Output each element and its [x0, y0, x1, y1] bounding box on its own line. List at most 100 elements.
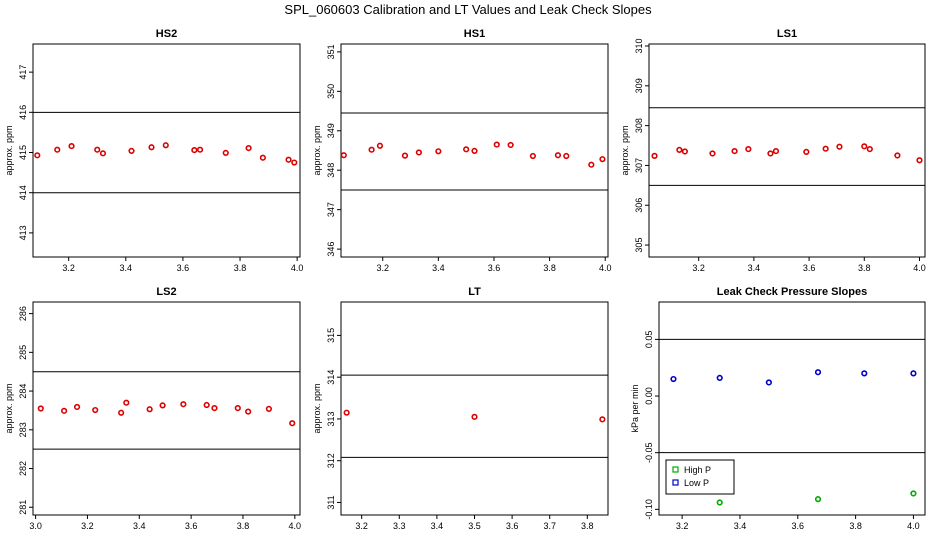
data-point	[234, 405, 241, 412]
legend-label-low-p: Low P	[684, 478, 709, 488]
data-point	[709, 150, 716, 157]
data-point	[529, 152, 537, 160]
data-point	[803, 148, 810, 155]
data-point	[159, 402, 166, 409]
plot-frame	[340, 43, 609, 258]
x-tick-label: 3.8	[849, 521, 862, 531]
x-tick-label: 3.6	[803, 263, 816, 273]
x-tick-label: 3.4	[432, 263, 445, 273]
data-point	[245, 144, 252, 152]
data-point	[180, 401, 187, 408]
data-point	[343, 409, 350, 416]
x-tick-label: 3.7	[543, 521, 556, 531]
y-axis-label: approx. ppm	[4, 125, 14, 175]
data-point	[463, 146, 470, 153]
data-point	[916, 157, 923, 164]
data-point	[146, 406, 153, 413]
y-tick-label: 349	[326, 123, 336, 138]
data-point	[767, 150, 774, 157]
data-point	[563, 152, 570, 160]
data-point	[211, 405, 218, 412]
y-tick-label: 315	[326, 328, 336, 343]
x-tick-label: 3.8	[543, 263, 556, 273]
data-point	[291, 159, 298, 166]
data-point	[471, 413, 478, 420]
data-point	[651, 152, 658, 159]
panel-hs1: HS1 3.2 3.4 3.6 3.8 4.0 346 347 348 349 350 351 appr…	[312, 28, 611, 273]
y-tick-label: 0.00	[644, 387, 654, 405]
x-tick-label: 3.4	[120, 263, 133, 273]
data-point	[162, 142, 169, 149]
data-point	[368, 146, 375, 153]
legend-marker-low-p	[672, 479, 679, 486]
data-point-low-p	[814, 369, 822, 376]
data-point	[92, 406, 99, 414]
x-tick-label: 4.0	[599, 263, 612, 273]
plot-frame	[648, 43, 926, 258]
y-axis-label: approx. ppm	[312, 125, 322, 175]
data-point	[191, 146, 198, 154]
data-point-low-p	[910, 370, 917, 377]
y-tick-label: 309	[634, 78, 644, 93]
data-point	[376, 142, 384, 149]
data-point	[99, 150, 107, 157]
x-tick-label: 3.8	[581, 521, 594, 531]
y-axis-label: approx. ppm	[312, 383, 322, 433]
y-tick-label: 312	[326, 453, 336, 468]
panel-ls1: LS1 3.2 3.4 3.6 3.8 4.0 305 306 307 308 309 310 appr…	[620, 28, 926, 273]
x-tick-label: 3.2	[355, 521, 368, 531]
legend-marker-high-p	[672, 466, 679, 473]
data-point	[285, 156, 292, 163]
y-axis-label: kPa per min	[630, 384, 640, 432]
y-tick-label: 0.05	[644, 331, 654, 349]
panel-hs2: HS2 3.2 3.4 3.6 3.8 4.0 413 414 415 416 417 approx.…	[4, 28, 303, 273]
data-point-high-p	[716, 499, 723, 506]
data-point	[245, 408, 252, 415]
y-tick-label: 308	[634, 118, 644, 133]
data-point	[493, 141, 500, 148]
data-point-low-p	[716, 374, 723, 382]
data-point	[203, 401, 210, 409]
data-point	[148, 144, 155, 151]
chart-panels: HS2 3.2 3.4 3.6 3.8 4.0 413 414 415 416 417 approx.…	[4, 28, 926, 531]
panel-title: HS1	[464, 28, 485, 40]
y-axis-label: approx. ppm	[620, 125, 630, 175]
data-point	[681, 148, 688, 155]
data-point	[836, 143, 843, 150]
x-tick-label: 3.6	[506, 521, 519, 531]
data-point	[61, 407, 68, 414]
panel-ls2: LS2 3.0 3.2 3.4 3.6 3.8 4.0 281 282 283 284 285 286 a…	[4, 286, 301, 531]
data-point-high-p	[910, 490, 917, 497]
data-point	[401, 152, 409, 159]
data-point	[118, 409, 125, 416]
data-point	[745, 146, 752, 153]
data-point	[73, 403, 81, 411]
data-point	[196, 146, 204, 153]
x-tick-label: 3.2	[676, 521, 689, 531]
x-tick-label: 3.2	[81, 521, 94, 531]
data-point	[54, 146, 61, 153]
y-tick-label: 282	[18, 461, 28, 476]
data-point	[123, 399, 130, 406]
y-tick-label: 284	[18, 384, 28, 399]
plot-frame	[32, 43, 301, 258]
data-point	[894, 152, 901, 159]
panel-title: HS2	[156, 28, 177, 40]
data-point	[866, 146, 873, 153]
data-point	[68, 142, 75, 150]
y-tick-label: -0.05	[644, 442, 654, 463]
data-point-low-p	[670, 375, 677, 383]
data-point	[94, 146, 101, 153]
panel-title: LS2	[156, 286, 176, 298]
panel-leak-check-pressure-slopes: Leak Check Pressure Slopes 3.2 3.4 3.6 3.8 4.…	[630, 286, 926, 531]
x-tick-label: 3.2	[62, 263, 75, 273]
y-tick-label: 306	[634, 198, 644, 213]
x-tick-label: 3.3	[393, 521, 406, 531]
x-tick-label: 3.0	[29, 521, 42, 531]
y-tick-label: 348	[326, 163, 336, 178]
y-tick-label: 311	[326, 495, 336, 509]
legend-label-high-p: High P	[684, 465, 711, 475]
x-tick-label: 3.6	[177, 263, 190, 273]
x-tick-label: 4.0	[907, 521, 920, 531]
figure-title: SPL_060603 Calibration and LT Values and…	[284, 2, 652, 17]
